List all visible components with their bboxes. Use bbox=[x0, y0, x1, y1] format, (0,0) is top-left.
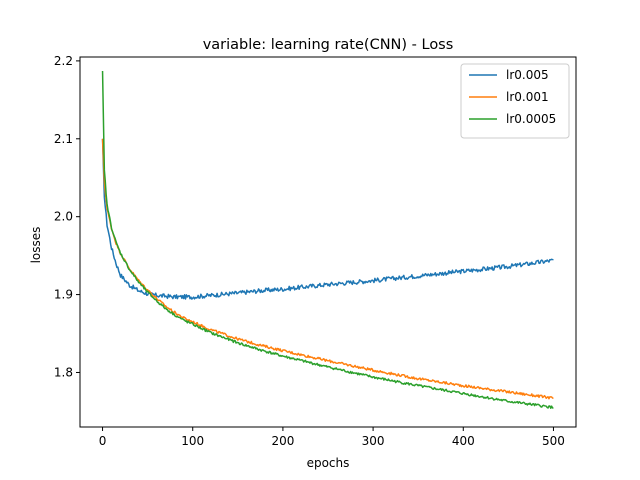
x-tick-label: 400 bbox=[452, 434, 475, 448]
x-tick-label: 300 bbox=[362, 434, 385, 448]
legend: lr0.005 lr0.001 lr0.0005 bbox=[460, 63, 570, 139]
series-line-lr0.0005 bbox=[101, 71, 554, 409]
y-axis-ticks: 1.8 1.9 2.0 2.1 2.2 bbox=[54, 54, 80, 379]
y-tick-label: 1.8 bbox=[54, 365, 73, 379]
chart-title: variable: learning rate(CNN) - Loss bbox=[203, 37, 454, 53]
y-axis-label: losses bbox=[29, 227, 43, 264]
plot-frame bbox=[79, 56, 577, 428]
y-tick-label: 2.0 bbox=[54, 210, 73, 224]
series-layer bbox=[101, 71, 554, 409]
legend-label-lr0.0005: lr0.0005 bbox=[506, 112, 556, 126]
x-tick-label: 500 bbox=[542, 434, 565, 448]
y-tick-label: 2.1 bbox=[54, 132, 73, 146]
series-line-lr0.001 bbox=[101, 138, 554, 400]
legend-label-lr0.001: lr0.001 bbox=[506, 90, 549, 104]
y-tick-label: 1.9 bbox=[54, 288, 73, 302]
legend-label-lr0.005: lr0.005 bbox=[506, 68, 549, 82]
x-axis-ticks: 0 100 200 300 400 500 bbox=[99, 427, 565, 448]
series-line-lr0.005 bbox=[101, 138, 554, 300]
x-tick-label: 0 bbox=[99, 434, 107, 448]
x-tick-label: 100 bbox=[181, 434, 204, 448]
y-tick-label: 2.2 bbox=[54, 54, 73, 68]
x-tick-label: 200 bbox=[271, 434, 294, 448]
x-axis-label: epochs bbox=[307, 456, 350, 470]
